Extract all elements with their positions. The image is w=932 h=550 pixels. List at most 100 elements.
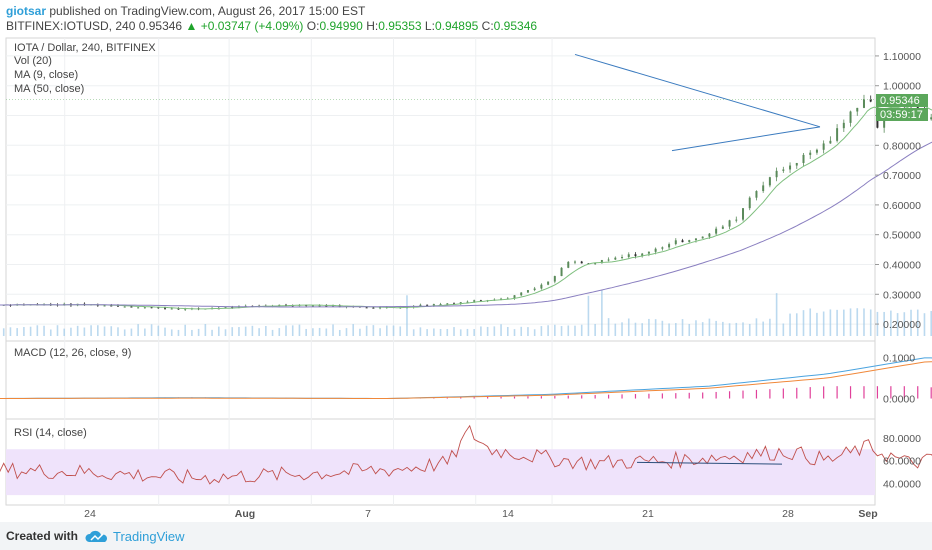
- volume-bar: [520, 326, 523, 336]
- x-tick-label: 24: [84, 508, 96, 520]
- low-label: L:: [424, 19, 435, 33]
- candle-body: [688, 240, 691, 243]
- candle-body: [735, 219, 738, 221]
- volume-bar: [560, 326, 563, 336]
- candle-body: [681, 240, 684, 243]
- volume-bar: [211, 329, 213, 336]
- candle-body: [654, 248, 657, 252]
- low-value: 0.94895: [434, 19, 479, 33]
- candle-body: [869, 99, 872, 102]
- volume-bar: [755, 318, 758, 336]
- volume-bar: [856, 308, 859, 336]
- volume-bar: [675, 323, 677, 336]
- volume-bar: [506, 326, 509, 336]
- volume-bar: [204, 324, 207, 336]
- candle-body: [224, 307, 227, 309]
- candle-body: [426, 304, 429, 306]
- volume-bar: [722, 321, 724, 336]
- candle-body: [694, 238, 697, 241]
- candle-body: [116, 305, 119, 307]
- candle-body: [573, 261, 576, 263]
- volume-bar: [513, 329, 516, 336]
- volume-bar: [191, 329, 193, 336]
- last-price-badge-text: 0.95346: [880, 95, 920, 107]
- volume-bar: [903, 312, 906, 336]
- volume-bar: [930, 310, 932, 336]
- volume-bar: [594, 323, 596, 336]
- x-tick-label: 28: [782, 508, 794, 520]
- volume-bar: [621, 322, 623, 336]
- volume-bar: [197, 328, 200, 336]
- volume-bar: [164, 327, 166, 336]
- candle-body: [627, 254, 630, 257]
- volume-bar: [345, 328, 348, 336]
- volume-bar: [426, 329, 428, 336]
- x-tick-label: 7: [365, 508, 371, 520]
- volume-bar: [2, 328, 5, 336]
- y-tick-label: 0.50000: [883, 230, 921, 242]
- main-pane[interactable]: [5, 37, 876, 342]
- candle-body: [459, 302, 462, 304]
- candle-body: [715, 228, 718, 234]
- volume-bar: [748, 323, 751, 336]
- volume-bar: [601, 290, 603, 336]
- main-legend-title: IOTA / Dollar, 240, BITFINEX: [14, 42, 156, 54]
- volume-bar: [338, 329, 341, 336]
- chart-canvas[interactable]: 0.20000 0.30000 0.40000 0.50000 0.60000 0.700…: [0, 0, 932, 522]
- candle-body: [130, 306, 133, 308]
- upper-trendline: [574, 53, 821, 128]
- volume-bar: [352, 324, 355, 336]
- volume-bar: [56, 325, 59, 336]
- y-tick-label: 1.00000: [883, 81, 921, 93]
- macd-pane[interactable]: [5, 340, 876, 420]
- volume-bar: [836, 309, 838, 336]
- signal-line: [0, 361, 932, 399]
- volume-bar: [184, 324, 186, 336]
- candle-body: [177, 308, 180, 310]
- rsi-trendline: [636, 461, 783, 465]
- volume-bar: [453, 327, 455, 336]
- volume-bar: [829, 309, 832, 336]
- volume-bar: [587, 295, 590, 336]
- author-name[interactable]: giotsar: [6, 4, 47, 18]
- candle-body: [594, 263, 597, 265]
- candle-body: [708, 233, 711, 237]
- volume-bar: [63, 328, 66, 336]
- volume-bar: [406, 295, 408, 336]
- volume-bar: [177, 329, 180, 336]
- volume-bar: [285, 325, 287, 336]
- volume-bar: [554, 324, 556, 336]
- ohlc-line: BITFINEX:IOTUSD, 240 0.95346 ▲ +0.03747 …: [6, 19, 537, 33]
- volume-bar: [392, 325, 395, 336]
- tradingview-link[interactable]: TradingView: [113, 529, 185, 544]
- created-with-label: Created with: [6, 529, 79, 543]
- volume-bar: [372, 325, 375, 336]
- candle-body: [634, 254, 637, 256]
- volume-bar: [916, 309, 919, 336]
- candle-body: [318, 305, 321, 307]
- volume-bar: [688, 323, 691, 336]
- volume-bar: [70, 327, 72, 336]
- price-change: +0.03747 (+4.09%): [200, 19, 304, 33]
- macd-y-tick-label: 0.0000: [883, 394, 915, 406]
- candle-body: [580, 261, 583, 264]
- volume-bar: [742, 322, 744, 336]
- last-price: 0.95346: [138, 19, 183, 33]
- high-label: H:: [366, 19, 379, 33]
- x-tick-label: Aug: [235, 508, 255, 520]
- candle-body: [453, 303, 456, 305]
- volume-bar: [36, 325, 39, 336]
- candle-body: [742, 208, 745, 220]
- candle-body: [137, 307, 140, 309]
- candle-body: [110, 305, 113, 307]
- candle-body: [862, 99, 865, 108]
- volume-bar: [144, 328, 146, 336]
- candle-body: [560, 267, 563, 277]
- volume-bar: [157, 325, 160, 336]
- open-label: O:: [306, 19, 320, 33]
- candle-body: [916, 106, 919, 109]
- candle-body: [728, 220, 731, 227]
- candle-body: [775, 170, 778, 178]
- candle-body: [822, 143, 825, 150]
- series-lines: [0, 102, 932, 485]
